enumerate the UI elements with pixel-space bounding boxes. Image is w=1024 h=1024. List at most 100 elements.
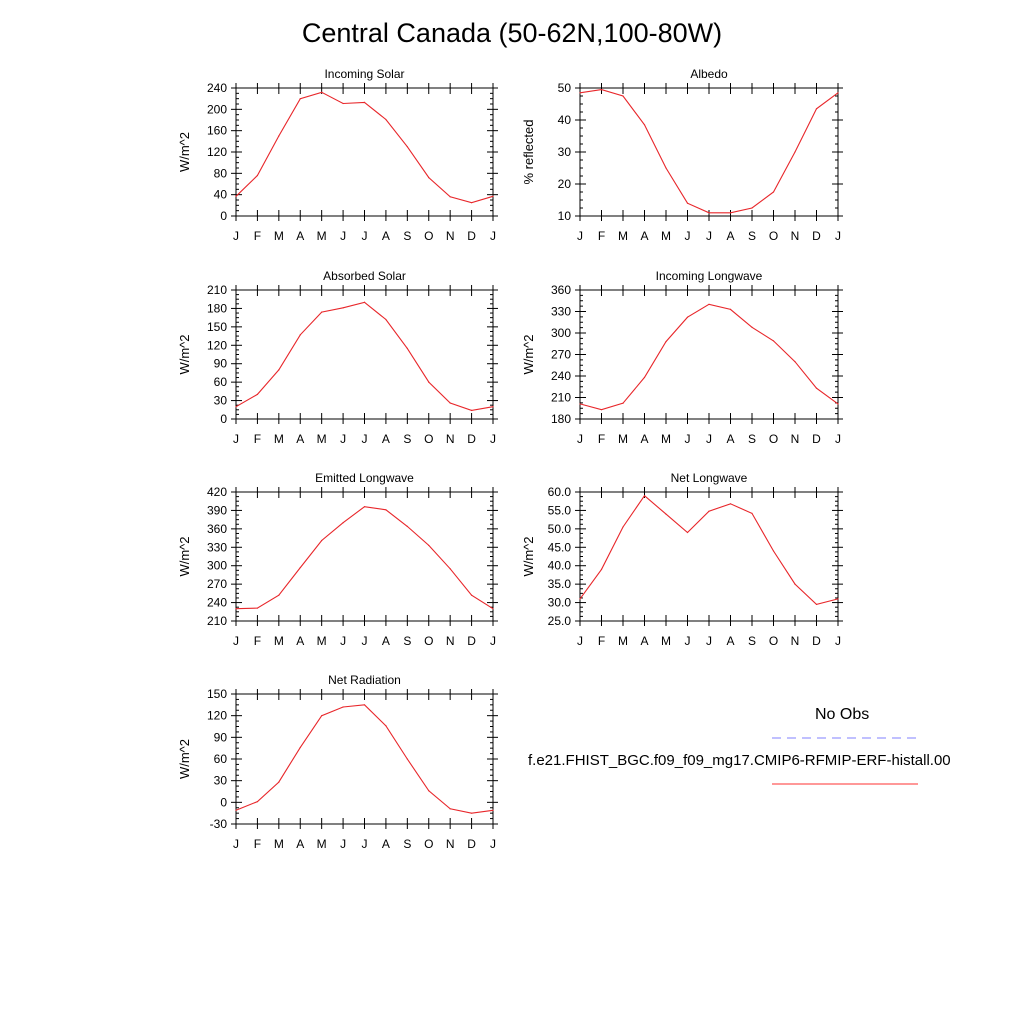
data-point — [600, 568, 603, 571]
x-tick-label: O — [769, 229, 778, 243]
y-tick-label: 25.0 — [548, 614, 572, 628]
data-point — [321, 311, 323, 313]
x-tick-label: M — [618, 229, 628, 243]
y-axis-label: W/m^2 — [177, 536, 192, 576]
series-line — [235, 301, 494, 411]
y-tick-label: 20 — [558, 177, 572, 191]
series-line — [579, 303, 839, 411]
x-tick-label: D — [467, 634, 476, 648]
y-tick-label: 420 — [207, 485, 227, 499]
data-point — [428, 177, 430, 179]
x-tick-label: O — [424, 432, 433, 446]
x-tick-label: O — [424, 837, 433, 851]
x-tick-label: M — [317, 229, 327, 243]
data-point — [686, 202, 689, 204]
data-point — [342, 307, 344, 309]
y-tick-label: 390 — [207, 503, 227, 517]
x-tick-label: J — [835, 634, 841, 648]
y-axis-label: W/m^2 — [177, 132, 192, 172]
x-tick-label: M — [661, 432, 671, 446]
data-point — [794, 361, 796, 363]
chart-panel-5: Net Longwave W/m^2 25.0 30.0 35.0 40.0 45.0 50.… — [521, 471, 843, 648]
data-point — [299, 98, 301, 100]
data-point — [579, 598, 581, 600]
x-tick-label: S — [748, 432, 756, 446]
data-point — [579, 92, 581, 94]
y-tick-label: -30 — [210, 817, 228, 831]
data-point — [235, 809, 237, 811]
panel-title: Incoming Solar — [324, 67, 404, 81]
y-tick-label: 80 — [214, 166, 228, 180]
x-tick-label: N — [791, 432, 800, 446]
data-point — [256, 174, 259, 177]
y-tick-label: 35.0 — [548, 577, 572, 591]
x-tick-label: J — [706, 634, 712, 648]
data-point — [363, 101, 366, 103]
y-tick-label: 300 — [551, 326, 571, 340]
y-tick-label: 30 — [558, 145, 572, 159]
x-tick-label: M — [274, 634, 284, 648]
x-tick-label: J — [362, 229, 368, 243]
data-point — [751, 512, 753, 514]
plot-frame — [235, 87, 494, 217]
data-point — [256, 607, 259, 609]
y-tick-label: 180 — [551, 412, 571, 426]
data-point — [449, 808, 451, 810]
y-tick-label: 0 — [220, 412, 227, 426]
y-axis-label: W/m^2 — [177, 739, 192, 779]
x-tick-label: N — [446, 432, 455, 446]
y-tick-label: 0 — [220, 795, 227, 809]
x-tick-label: S — [403, 837, 411, 851]
x-tick-label: M — [661, 634, 671, 648]
y-tick-label: 55.0 — [548, 503, 572, 517]
x-tick-label: J — [706, 432, 712, 446]
data-point — [794, 151, 796, 153]
x-tick-label: J — [340, 229, 346, 243]
x-tick-label: J — [490, 837, 496, 851]
x-tick-label: N — [446, 837, 455, 851]
x-tick-label: J — [362, 634, 368, 648]
x-tick-label: A — [382, 229, 390, 243]
x-tick-label: A — [640, 634, 648, 648]
data-point — [643, 376, 646, 379]
y-tick-label: 210 — [207, 283, 227, 297]
series-line — [235, 704, 494, 814]
x-tick-label: M — [274, 229, 284, 243]
x-tick-label: M — [618, 634, 628, 648]
series-line — [235, 91, 494, 204]
data-point — [428, 381, 430, 383]
x-tick-label: A — [296, 432, 304, 446]
x-tick-label: A — [382, 837, 390, 851]
y-tick-label: 120 — [207, 145, 227, 159]
data-point — [686, 316, 689, 318]
plot-frame — [579, 87, 839, 217]
y-tick-label: 30.0 — [548, 596, 572, 610]
x-tick-label: J — [835, 432, 841, 446]
x-tick-label: J — [233, 634, 239, 648]
plot-frame — [235, 289, 494, 420]
x-tick-label: J — [835, 229, 841, 243]
data-point — [449, 568, 451, 570]
data-point — [385, 725, 387, 727]
y-tick-label: 50.0 — [548, 522, 572, 536]
x-tick-label: D — [467, 229, 476, 243]
x-tick-label: S — [748, 634, 756, 648]
y-tick-label: 120 — [207, 709, 227, 723]
legend-model-label: f.e21.FHIST_BGC.f09_f09_mg17.CMIP6-RFMIP… — [528, 752, 951, 769]
data-point — [256, 393, 259, 396]
data-point — [837, 403, 839, 405]
y-tick-label: 120 — [207, 338, 227, 352]
data-point — [492, 195, 494, 197]
y-tick-label: 60 — [214, 752, 228, 766]
data-point — [708, 212, 710, 214]
data-point — [643, 495, 646, 497]
x-tick-label: D — [467, 432, 476, 446]
y-tick-label: 270 — [207, 577, 227, 591]
data-point — [772, 191, 775, 193]
x-tick-label: M — [317, 837, 327, 851]
y-tick-label: 40 — [558, 113, 572, 127]
x-tick-label: S — [403, 229, 411, 243]
y-axis-label: W/m^2 — [521, 536, 536, 576]
